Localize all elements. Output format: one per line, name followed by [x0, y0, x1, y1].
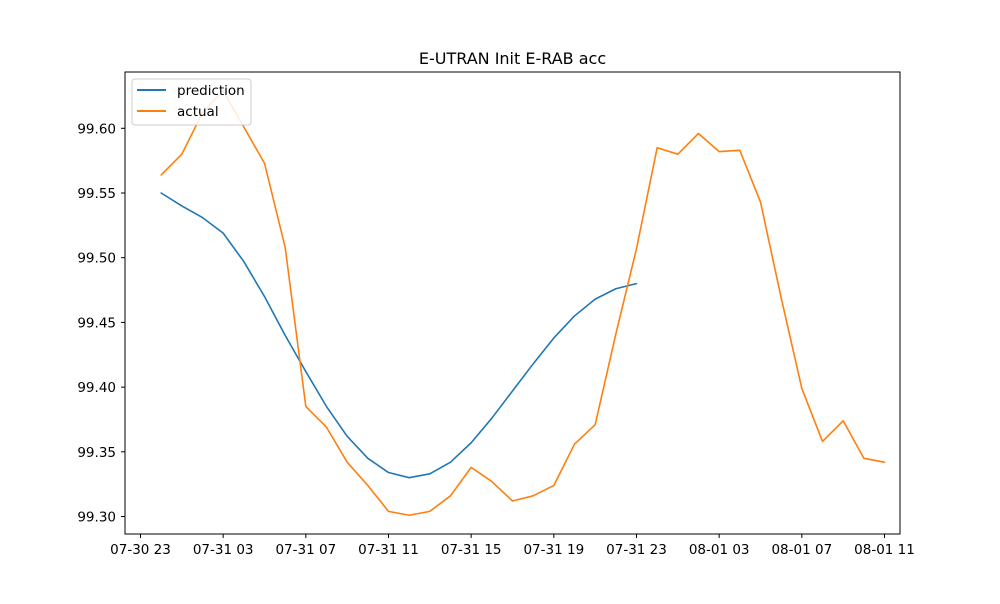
x-tick-label: 07-31 11	[358, 542, 419, 558]
chart-title: E-UTRAN Init E-RAB acc	[419, 49, 606, 68]
x-tick-label: 07-31 23	[606, 542, 667, 558]
y-tick-label: 99.30	[77, 510, 116, 526]
x-tick-label: 07-30 23	[110, 542, 171, 558]
x-tick-label: 08-01 03	[689, 542, 750, 558]
x-tick-label: 07-31 15	[441, 542, 502, 558]
legend: prediction actual	[132, 79, 251, 125]
x-tick-label: 07-31 19	[523, 542, 584, 558]
y-tick-label: 99.40	[77, 380, 116, 396]
x-tick-label: 08-01 11	[854, 542, 915, 558]
x-tick-label: 08-01 07	[771, 542, 832, 558]
legend-label-prediction: prediction	[177, 83, 245, 99]
x-tick-label: 07-31 03	[193, 542, 254, 558]
y-tick-label: 99.45	[77, 315, 116, 331]
legend-label-actual: actual	[177, 104, 219, 120]
y-tick-label: 99.50	[77, 251, 116, 267]
y-tick-label: 99.60	[77, 121, 116, 137]
y-tick-label: 99.35	[77, 445, 116, 461]
x-tick-label: 07-31 07	[275, 542, 336, 558]
plot-area	[125, 72, 900, 534]
y-tick-label: 99.55	[77, 186, 116, 202]
